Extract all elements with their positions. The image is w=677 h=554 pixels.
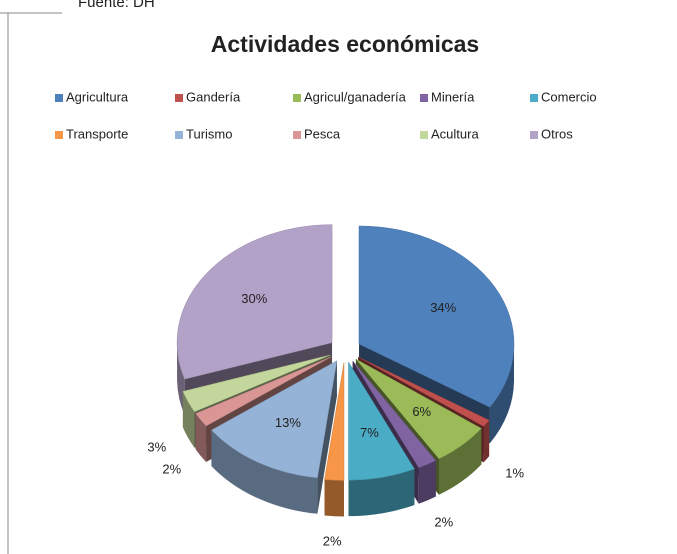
slice-wall bbox=[348, 468, 415, 517]
slice bbox=[182, 354, 331, 413]
slice-wall bbox=[195, 413, 207, 463]
data-label: 1% bbox=[505, 465, 524, 480]
data-label: 2% bbox=[323, 534, 342, 549]
legend-swatch bbox=[293, 131, 301, 139]
slice-wall bbox=[483, 420, 490, 463]
legend-swatch bbox=[530, 131, 538, 139]
legend-label: Agricultura bbox=[66, 89, 129, 104]
slice bbox=[211, 360, 338, 479]
data-label: 13% bbox=[275, 415, 301, 430]
legend-label: Comercio bbox=[541, 89, 597, 104]
data-label: 2% bbox=[434, 515, 453, 530]
slice bbox=[358, 225, 515, 408]
data-label: 7% bbox=[360, 425, 379, 440]
legend-swatch bbox=[55, 131, 63, 139]
slice-wall bbox=[177, 342, 185, 416]
slice bbox=[358, 356, 490, 427]
data-label: 34% bbox=[430, 300, 456, 315]
data-labels: 34% 1% 6% 2% 7% 2% 13% 2% 3% 30% bbox=[147, 291, 524, 548]
legend-label: Agricul/ganadería bbox=[304, 89, 407, 104]
pie-tops bbox=[176, 224, 515, 481]
legend-swatch bbox=[420, 94, 428, 102]
legend-label: Minería bbox=[431, 89, 475, 104]
legend-swatch bbox=[530, 94, 538, 102]
data-label: 3% bbox=[147, 440, 166, 455]
data-label: 2% bbox=[162, 461, 181, 476]
slice-wall bbox=[324, 479, 344, 517]
slice bbox=[352, 360, 437, 469]
legend-swatch bbox=[55, 94, 63, 102]
chart-title: Actividades económicas bbox=[211, 31, 479, 57]
legend-swatch bbox=[420, 131, 428, 139]
slice-wall bbox=[418, 460, 436, 504]
slice-wall bbox=[439, 428, 482, 495]
legend-label: Otros bbox=[541, 126, 573, 141]
legend: Agricultura Gandería Agricul/ganadería Mine… bbox=[55, 89, 597, 141]
legend-swatch bbox=[175, 131, 183, 139]
legend-label: Pesca bbox=[304, 126, 341, 141]
legend-label: Acultura bbox=[431, 126, 479, 141]
slice bbox=[176, 224, 333, 380]
slice-wall bbox=[182, 391, 195, 448]
legend-swatch bbox=[293, 94, 301, 102]
slice bbox=[324, 362, 345, 481]
slice bbox=[195, 356, 332, 427]
data-label: 30% bbox=[241, 291, 267, 306]
legend-label: Gandería bbox=[186, 89, 241, 104]
slice bbox=[348, 361, 415, 481]
slice-wall bbox=[489, 343, 515, 444]
slice-wall bbox=[211, 430, 318, 514]
legend-label: Transporte bbox=[66, 126, 128, 141]
legend-label: Turismo bbox=[186, 126, 232, 141]
legend-swatch bbox=[175, 94, 183, 102]
slice bbox=[355, 358, 482, 460]
data-label: 6% bbox=[412, 404, 431, 419]
source-note: Fuente: DH bbox=[78, 0, 155, 11]
